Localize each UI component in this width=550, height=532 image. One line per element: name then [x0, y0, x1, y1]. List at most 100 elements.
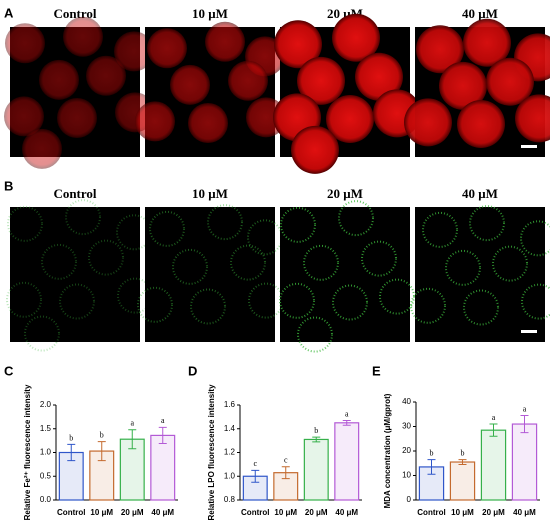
cell	[379, 278, 415, 315]
x-tick-label: 10 μM	[90, 508, 113, 517]
cell	[492, 245, 528, 282]
micrograph	[10, 207, 140, 342]
significance-letter: a	[161, 416, 165, 425]
significance-letter: a	[492, 413, 496, 422]
cell	[338, 200, 374, 237]
y-axis-label: Relative Fe²⁺ fluorescence intensity	[23, 384, 32, 520]
image-label: Control	[53, 186, 96, 201]
cell	[5, 23, 45, 64]
error-bar	[251, 469, 260, 483]
cell	[422, 211, 458, 248]
error-bar	[458, 459, 467, 465]
error-bar	[97, 441, 106, 462]
x-tick-label: 10 μM	[451, 508, 474, 517]
error-bar	[312, 436, 321, 443]
y-axis-label: MDA concentration (μM/gprot)	[383, 393, 392, 508]
cell	[4, 96, 44, 137]
x-tick-label: Control	[417, 508, 445, 517]
cell	[41, 243, 77, 280]
y-tick-label: 0.8	[224, 495, 236, 504]
cell	[57, 98, 97, 138]
y-tick-label: 0.0	[40, 495, 52, 504]
cell	[6, 281, 42, 318]
cell	[65, 199, 101, 236]
x-tick-label: Control	[57, 508, 85, 517]
image-label: 20 μM	[327, 186, 363, 201]
cell	[404, 98, 452, 147]
cell	[410, 287, 446, 324]
significance-letter: a	[345, 409, 349, 418]
x-tick-label: 40 μM	[335, 508, 358, 517]
significance-letter: a	[130, 419, 134, 428]
bar	[303, 438, 329, 501]
y-tick-label: 1.2	[224, 448, 236, 457]
cell	[149, 210, 185, 247]
cell	[280, 206, 316, 243]
image-label: 10 μM	[192, 6, 228, 21]
error-bar	[520, 414, 529, 434]
x-tick-label: 20 μM	[121, 508, 144, 517]
x-tick-label: 40 μM	[151, 508, 174, 517]
bar	[449, 461, 476, 501]
significance-letter: b	[461, 448, 465, 457]
cell	[297, 56, 345, 105]
cell	[463, 289, 499, 326]
significance-letter: b	[314, 426, 318, 435]
significance-letter: c	[284, 456, 288, 465]
error-bar	[489, 423, 498, 437]
cell	[86, 55, 126, 96]
image-label: 10 μM	[192, 186, 228, 201]
y-tick-label: 2.0	[40, 400, 52, 409]
cell	[172, 248, 208, 285]
y-tick-label: 0.5	[40, 471, 52, 480]
y-tick-label: 1.5	[40, 424, 52, 433]
cell	[332, 13, 380, 62]
cell	[361, 240, 397, 277]
y-axis-label: Relative LPO fluorescence intensity	[207, 384, 216, 521]
error-bar	[427, 459, 436, 475]
error-bar	[281, 466, 290, 480]
cell	[332, 284, 368, 321]
cell	[137, 286, 173, 323]
cell	[205, 21, 245, 62]
significance-letter: c	[253, 459, 257, 468]
cell	[63, 16, 103, 57]
error-bar	[342, 419, 351, 426]
cell	[355, 52, 403, 101]
cell	[457, 100, 505, 148]
cell	[463, 18, 511, 67]
cell	[190, 288, 226, 325]
image-label: 40 μM	[462, 6, 498, 21]
significance-letter: a	[523, 404, 527, 413]
x-tick-label: 10 μM	[274, 508, 297, 517]
error-bar	[67, 443, 76, 462]
y-tick-label: 40	[402, 397, 411, 406]
error-bar	[128, 429, 137, 450]
y-tick-label: 1.4	[224, 424, 236, 433]
panel-label: D	[188, 363, 197, 378]
y-tick-label: 1.0	[40, 448, 52, 457]
y-tick-label: 1.0	[224, 471, 236, 480]
scale-bar	[521, 145, 537, 148]
cell	[274, 20, 322, 69]
cell	[279, 282, 315, 319]
cell	[135, 101, 175, 142]
bar	[150, 434, 176, 501]
cell	[22, 128, 62, 169]
cell	[188, 103, 228, 143]
panel-label: E	[372, 363, 381, 378]
micrograph	[415, 207, 545, 342]
x-tick-label: 20 μM	[305, 508, 328, 517]
cell	[114, 31, 154, 72]
panel-label: C	[4, 363, 14, 378]
cell	[515, 94, 550, 143]
y-tick-label: 20	[402, 446, 411, 455]
cell	[207, 204, 243, 241]
x-tick-label: Control	[241, 508, 269, 517]
panel-label: A	[4, 5, 14, 20]
cell	[230, 244, 266, 281]
scale-bar	[521, 330, 537, 333]
cell	[39, 59, 79, 100]
cell	[416, 25, 464, 74]
